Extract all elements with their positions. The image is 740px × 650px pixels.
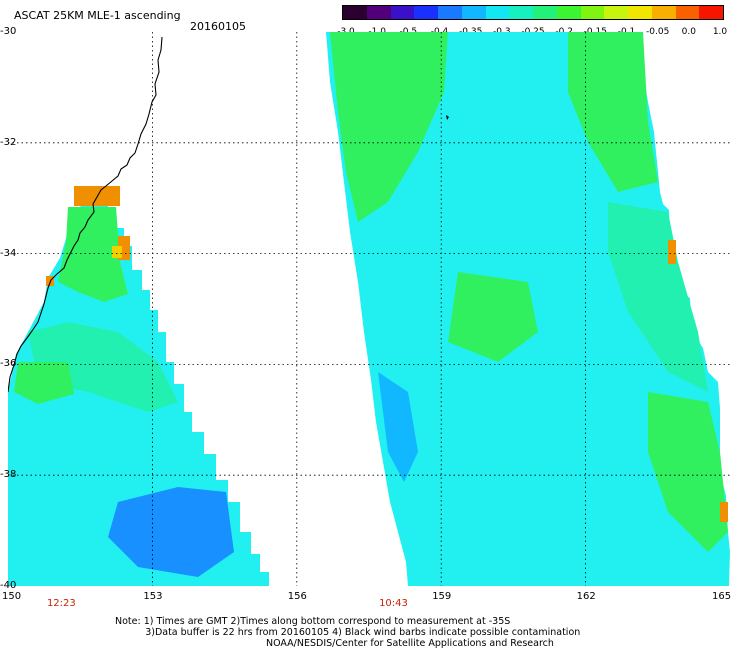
island-speck xyxy=(446,115,449,120)
right-swath-orange-spot xyxy=(668,240,676,264)
color-scale-swatch xyxy=(509,6,533,19)
footnote-line-3: NOAA/NESDIS/Center for Satellite Applica… xyxy=(115,638,554,649)
color-scale-swatch xyxy=(414,6,438,19)
product-date: 20160105 xyxy=(190,20,246,33)
color-scale-swatch xyxy=(556,6,581,19)
footnote-line-1: Note: 1) Times are GMT 2)Times along bot… xyxy=(115,616,511,627)
latitude-label: -34 xyxy=(0,247,17,259)
right-swath-orange-spot-south xyxy=(720,502,728,522)
color-scale-swatch xyxy=(628,6,652,19)
color-scale-swatch xyxy=(580,6,605,19)
left-swath-green-patch xyxy=(58,207,128,302)
color-scale-tick-label: -0.05 xyxy=(646,27,670,37)
swath-time-label: 12:23 xyxy=(46,598,76,609)
color-scale-swatch xyxy=(461,6,486,19)
color-scale-bar xyxy=(342,5,724,20)
color-scale-swatch xyxy=(533,6,557,19)
color-scale-swatch xyxy=(651,6,676,19)
longitude-label: 162 xyxy=(576,591,596,602)
right-swath-green-patch-east xyxy=(648,392,728,552)
latitude-label: -38 xyxy=(0,469,17,481)
latitude-label: -40 xyxy=(0,580,17,591)
color-scale-tick-label: 0.0 xyxy=(681,27,696,37)
right-swath-aqua-band xyxy=(608,202,708,392)
color-scale-swatch xyxy=(699,6,723,19)
color-scale-swatch xyxy=(438,6,462,19)
color-scale-swatch xyxy=(604,6,628,19)
longitude-label: 150 xyxy=(2,591,22,602)
product-title: ASCAT 25KM MLE-1 ascending xyxy=(14,9,181,22)
longitude-label: 156 xyxy=(287,591,307,602)
latitude-label: -32 xyxy=(0,136,17,148)
wind-swaths xyxy=(8,32,730,586)
footnote-block: Note: 1) Times are GMT 2)Times along bot… xyxy=(115,616,580,649)
color-scale-swatch xyxy=(390,6,415,19)
color-scale-tick-label: 1.0 xyxy=(712,27,728,37)
right-swath-green-patch-center xyxy=(448,272,538,362)
latitude-label: -30 xyxy=(0,26,17,37)
left-swath-orange-dot xyxy=(46,276,54,286)
swath-map xyxy=(8,32,730,586)
latitude-label: -36 xyxy=(0,358,17,370)
longitude-label: 165 xyxy=(712,591,732,602)
swath-time-label: 10:43 xyxy=(379,598,408,609)
left-swath-blue-patch xyxy=(108,487,234,577)
color-scale-swatch xyxy=(366,6,391,19)
color-scale-swatch xyxy=(343,6,367,19)
lat-lon-grid xyxy=(8,32,730,586)
left-swath-yellow-spot xyxy=(112,246,122,258)
coastline xyxy=(8,36,163,393)
longitude-label: 153 xyxy=(143,591,163,602)
color-scale-swatch xyxy=(485,6,510,19)
right-swath-green-patch-west xyxy=(330,32,448,222)
left-swath-green-strip xyxy=(14,362,74,404)
right-swath-green-patch-north xyxy=(568,32,658,192)
right-swath-blue-edge xyxy=(378,372,418,482)
color-scale-swatch xyxy=(675,6,700,19)
longitude-label: 159 xyxy=(432,591,452,602)
footnote-line-2: 3)Data buffer is 22 hrs from 20160105 4)… xyxy=(115,627,581,638)
left-swath-aqua-band xyxy=(28,322,178,412)
